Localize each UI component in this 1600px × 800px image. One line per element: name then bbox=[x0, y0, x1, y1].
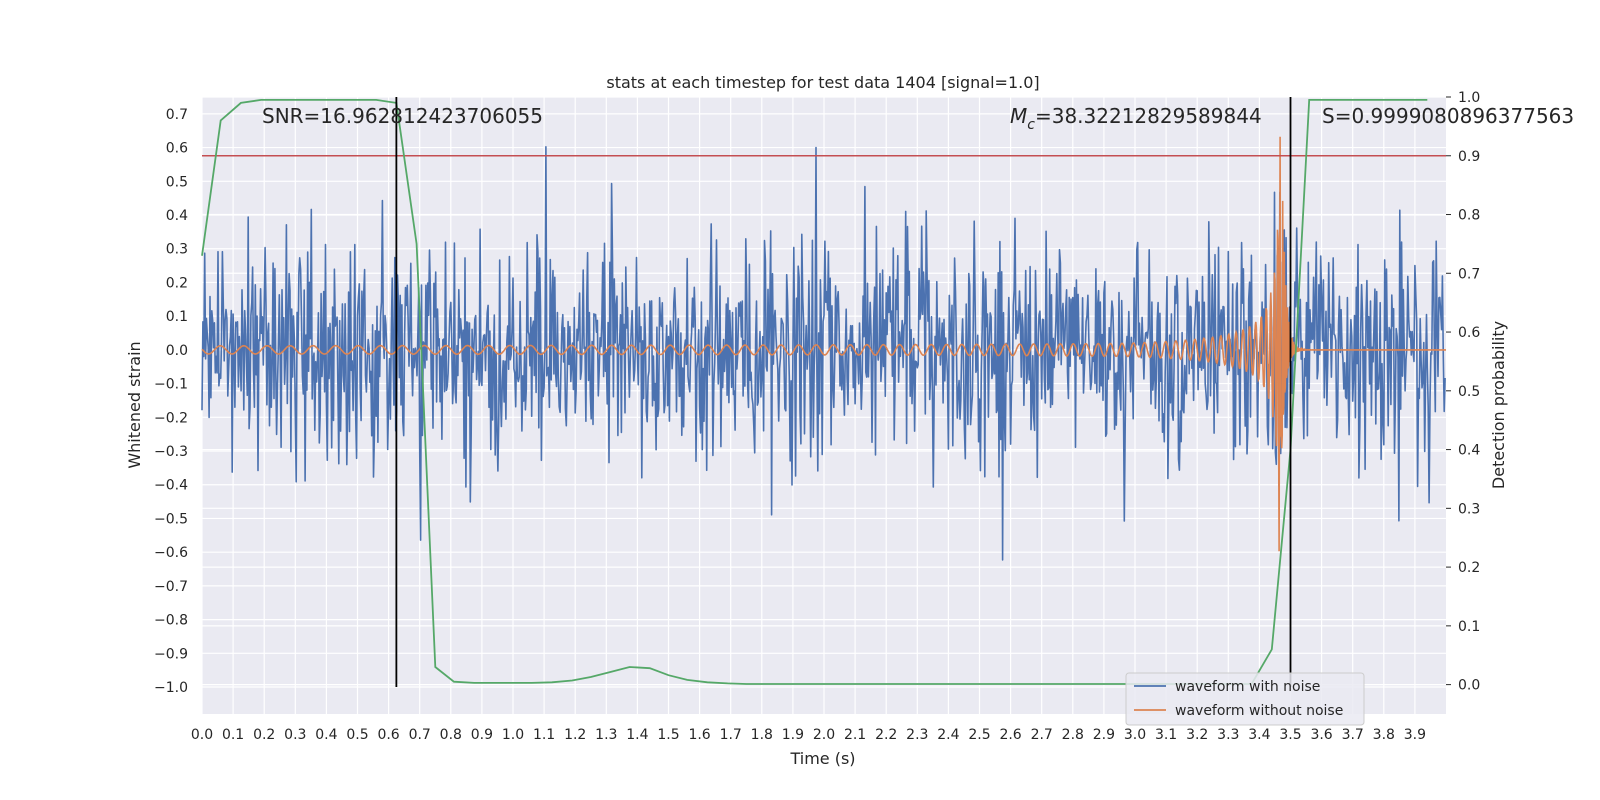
x-tick-label: 3.1 bbox=[1155, 727, 1177, 743]
y-tick-label: −0.9 bbox=[154, 646, 188, 662]
x-tick-label: 1.1 bbox=[533, 727, 555, 743]
x-tick-label: 0.4 bbox=[315, 727, 337, 743]
y2-tick-label: 0.2 bbox=[1458, 560, 1480, 576]
x-tick-label: 0.6 bbox=[377, 727, 399, 743]
x-tick-label: 3.5 bbox=[1279, 727, 1301, 743]
x-tick-label: 0.1 bbox=[222, 727, 244, 743]
x-tick-label: 1.6 bbox=[688, 727, 710, 743]
x-tick-label: 2.8 bbox=[1062, 727, 1084, 743]
y-tick-label: −1.0 bbox=[154, 680, 188, 696]
x-tick-label: 3.9 bbox=[1404, 727, 1426, 743]
y-axis-ticks: 0.7 0.6 0.5 0.4 0.3 0.2 0.1 0.0 −0.1 −0.2 −0.3 −0.4… bbox=[154, 107, 188, 696]
y-tick-label: 0.1 bbox=[166, 309, 188, 325]
x-tick-label: 3.6 bbox=[1310, 727, 1332, 743]
x-tick-label: 0.8 bbox=[440, 727, 462, 743]
y2-tick-label: 1.0 bbox=[1458, 90, 1480, 106]
x-tick-label: 3.0 bbox=[1124, 727, 1146, 743]
y-tick-label: −0.2 bbox=[154, 410, 188, 426]
x-tick-label: 1.3 bbox=[595, 727, 617, 743]
x-tick-label: 3.2 bbox=[1186, 727, 1208, 743]
y-tick-label: −0.7 bbox=[154, 579, 188, 595]
x-tick-label: 1.9 bbox=[782, 727, 804, 743]
legend-label-noise: waveform with noise bbox=[1175, 679, 1320, 695]
chart-title: stats at each timestep for test data 140… bbox=[606, 73, 1039, 92]
y-tick-label: −0.5 bbox=[154, 511, 188, 527]
annotation-mc-value: =38.32212829589844 bbox=[1035, 104, 1262, 128]
legend-box bbox=[1125, 672, 1365, 726]
y2-tick-label: 0.5 bbox=[1458, 384, 1480, 400]
x-tick-label: 1.4 bbox=[626, 727, 648, 743]
y-tick-label: −0.3 bbox=[154, 444, 188, 460]
x-tick-label: 0.2 bbox=[253, 727, 275, 743]
annotation-snr: SNR=16.962812423706055 bbox=[262, 104, 543, 128]
annotation-chirp-mass: Mc=38.32212829589844 bbox=[1010, 104, 1262, 133]
x-tick-label: 0.0 bbox=[191, 727, 213, 743]
y2-tick-label: 0.4 bbox=[1458, 443, 1480, 459]
x-tick-label: 1.5 bbox=[657, 727, 679, 743]
legend-label-clean: waveform without noise bbox=[1175, 703, 1343, 719]
x-tick-label: 2.3 bbox=[906, 727, 928, 743]
x-tick-label: 1.2 bbox=[564, 727, 586, 743]
x-tick-label: 0.3 bbox=[284, 727, 306, 743]
y-tick-label: 0.5 bbox=[166, 174, 188, 190]
x-tick-label: 3.7 bbox=[1342, 727, 1364, 743]
y2-tick-label: 0.7 bbox=[1458, 266, 1480, 282]
y-tick-label: 0.7 bbox=[166, 107, 188, 123]
x-tick-label: 1.8 bbox=[751, 727, 773, 743]
probability-line bbox=[201, 99, 1428, 685]
y2-tick-label: 0.6 bbox=[1458, 325, 1480, 341]
y-tick-label: 0.3 bbox=[166, 242, 188, 258]
y-tick-label: −0.4 bbox=[154, 478, 188, 494]
marker-vertical-lines bbox=[395, 97, 1292, 688]
y2-tick-label: 0.1 bbox=[1458, 619, 1480, 635]
x-tick-label: 2.7 bbox=[1031, 727, 1053, 743]
annotation-mc-symbol: M bbox=[1010, 104, 1027, 128]
y-tick-label: −0.1 bbox=[154, 377, 188, 393]
x-tick-label: 2.5 bbox=[968, 727, 990, 743]
x-tick-label: 2.2 bbox=[875, 727, 897, 743]
clean-waveform-line bbox=[201, 136, 1446, 552]
y2-tick-label: 0.8 bbox=[1458, 208, 1480, 224]
y-tick-label: 0.4 bbox=[166, 208, 188, 224]
x-tick-label: 0.5 bbox=[346, 727, 368, 743]
x-tick-label: 3.8 bbox=[1373, 727, 1395, 743]
x-tick-label: 2.6 bbox=[999, 727, 1021, 743]
x-tick-label: 0.7 bbox=[409, 727, 431, 743]
x-tick-label: 0.9 bbox=[471, 727, 493, 743]
x-tick-label: 1.7 bbox=[720, 727, 742, 743]
x-tick-label: 3.4 bbox=[1248, 727, 1270, 743]
x-tick-label: 2.1 bbox=[844, 727, 866, 743]
x-tick-label: 2.9 bbox=[1093, 727, 1115, 743]
x-tick-label: 3.3 bbox=[1217, 727, 1239, 743]
annotation-mc-subscript: c bbox=[1027, 117, 1035, 133]
y2-tick-label: 0.9 bbox=[1458, 149, 1480, 165]
y2-axis-ticks: 1.0 0.9 0.8 0.7 0.6 0.5 0.4 0.3 0.2 0.1 0.0 bbox=[1446, 90, 1480, 694]
x-axis-label: Time (s) bbox=[789, 749, 855, 768]
legend: waveform with noise waveform without noi… bbox=[1125, 672, 1365, 726]
series-waveform-without-noise bbox=[201, 136, 1446, 552]
x-axis-ticks: 0.0 0.1 0.2 0.3 0.4 0.5 0.6 0.7 0.8 0.9 1.0 1.1 1.2 1… bbox=[191, 727, 1426, 743]
x-tick-label: 2.0 bbox=[813, 727, 835, 743]
y2-axis-label: Detection probability bbox=[1489, 321, 1508, 489]
y-axis-label: Whitened strain bbox=[125, 341, 144, 468]
y2-tick-label: 0.0 bbox=[1458, 678, 1480, 694]
y-tick-label: 0.0 bbox=[166, 343, 188, 359]
x-tick-label: 2.4 bbox=[937, 727, 959, 743]
y-tick-label: −0.6 bbox=[154, 545, 188, 561]
y2-tick-label: 0.3 bbox=[1458, 501, 1480, 517]
x-tick-label: 1.0 bbox=[502, 727, 524, 743]
annotation-s: S=0.9999080896377563 bbox=[1322, 104, 1574, 128]
y-tick-label: 0.6 bbox=[166, 141, 188, 157]
series-detection-probability bbox=[201, 99, 1428, 685]
y-tick-label: −0.8 bbox=[154, 613, 188, 629]
y-tick-label: 0.2 bbox=[166, 275, 188, 291]
